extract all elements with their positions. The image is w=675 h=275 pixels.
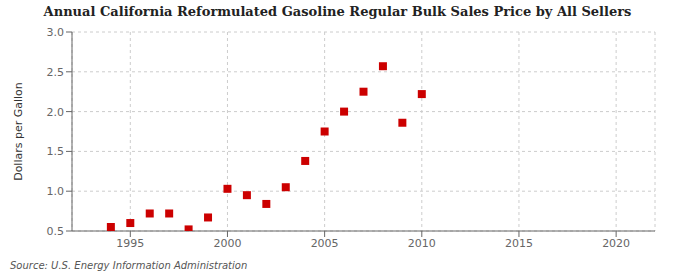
html-text:Source: U.S. Energy Informatio: Source: U.S. Energy Information Administ…: [10, 260, 248, 271]
html-text:Annual California Reformulated: Annual California Reformulated Gasoline …: [43, 4, 632, 19]
svg-text:1.0: 1.0: [47, 185, 65, 198]
svg-text:2015: 2015: [505, 237, 533, 250]
svg-text:2005: 2005: [311, 237, 339, 250]
svg-text:2.0: 2.0: [47, 106, 65, 119]
svg-text:Dollars per Gallon: Dollars per Gallon: [12, 82, 25, 181]
svg-text:0.5: 0.5: [47, 225, 65, 238]
svg-text:2020: 2020: [602, 237, 630, 250]
svg-text:1995: 1995: [116, 237, 144, 250]
svg-text:3.0: 3.0: [47, 26, 65, 39]
svg-text:1.5: 1.5: [47, 145, 65, 158]
svg-text:2000: 2000: [213, 237, 241, 250]
svg-text:2010: 2010: [408, 237, 436, 250]
svg-text:2.5: 2.5: [47, 66, 65, 79]
